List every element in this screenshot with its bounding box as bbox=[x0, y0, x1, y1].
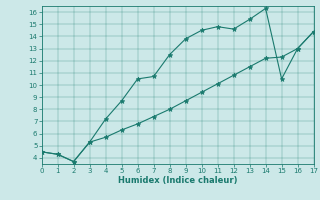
X-axis label: Humidex (Indice chaleur): Humidex (Indice chaleur) bbox=[118, 176, 237, 185]
